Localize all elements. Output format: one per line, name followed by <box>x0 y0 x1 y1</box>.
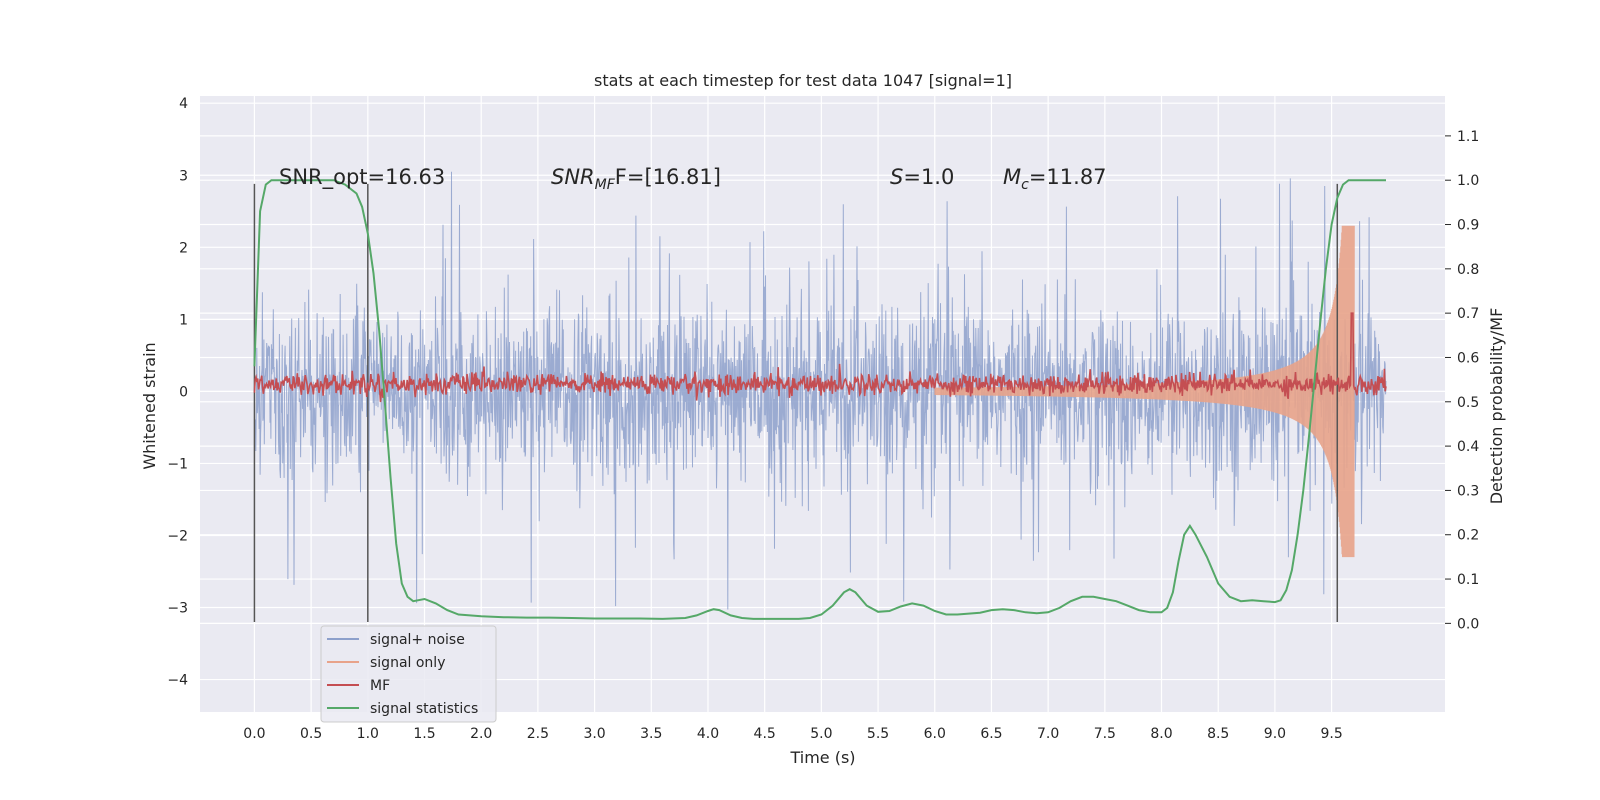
y-tick-label-2: −2 <box>167 528 188 544</box>
y-tick-label-8: 4 <box>179 96 188 112</box>
y-tick-label-0: −4 <box>167 673 188 689</box>
legend-label-signal-statistics: signal statistics <box>370 701 478 717</box>
y2-tick-label-1: 0.1 <box>1457 572 1479 588</box>
x-tick-label-1: 0.5 <box>300 726 322 742</box>
x-axis-ticks: 0.0 0.5 1.0 1.5 2.0 2.5 3.0 3.5 4.0 4.5 5.0 5.5 6.0 6… <box>243 726 1342 742</box>
x-tick-label-4: 2.0 <box>470 726 492 742</box>
x-tick-label-14: 7.0 <box>1037 726 1059 742</box>
legend-label-mf: MF <box>370 678 390 694</box>
x-tick-label-16: 8.0 <box>1150 726 1172 742</box>
x-tick-label-5: 2.5 <box>527 726 549 742</box>
y-tick-label-4: 0 <box>179 384 188 400</box>
annotation-snr-mf-prefix: SNR <box>551 165 595 189</box>
x-tick-label-8: 4.0 <box>697 726 719 742</box>
series-signal-statistics <box>253 179 1386 620</box>
y2-tick-label-0: 0.0 <box>1457 616 1479 632</box>
y-axis-ticks: −4 −3 −2 −1 0 1 2 3 4 <box>167 96 188 688</box>
y-tick-label-5: 1 <box>179 312 188 328</box>
x-tick-label-17: 8.5 <box>1207 726 1229 742</box>
y2-tick-label-4: 0.4 <box>1457 439 1479 455</box>
y2-axis-ticks: 0.0 0.1 0.2 0.3 0.4 0.5 0.6 0.7 0.8 0.9 1.0 1.1 <box>1445 129 1479 632</box>
annotation-s: S=1.0 <box>890 165 954 189</box>
x-tick-label-9: 4.5 <box>754 726 776 742</box>
x-tick-label-0: 0.0 <box>243 726 265 742</box>
x-tick-label-3: 1.5 <box>413 726 435 742</box>
x-tick-label-15: 7.5 <box>1094 726 1116 742</box>
y2-tick-label-9: 0.9 <box>1457 218 1479 234</box>
series-mf <box>253 312 1387 403</box>
x-tick-label-2: 1.0 <box>357 726 379 742</box>
y2-tick-label-11: 1.1 <box>1457 129 1479 145</box>
annotation-snr-mf-sub: MF <box>595 177 616 193</box>
x-tick-label-18: 9.0 <box>1264 726 1286 742</box>
series-signal-noise <box>253 171 1387 610</box>
y-tick-label-1: −3 <box>167 601 188 617</box>
y2-axis-label: Detection probability/MF <box>1487 308 1506 505</box>
x-axis-label: Time (s) <box>789 748 855 767</box>
x-tick-label-19: 9.5 <box>1320 726 1342 742</box>
annotation-snr-opt: SNR_opt=16.63 <box>279 165 445 190</box>
y2-tick-label-8: 0.8 <box>1457 262 1479 278</box>
y2-tick-label-2: 0.2 <box>1457 528 1479 544</box>
annotation-s-value: =1.0 <box>903 165 954 189</box>
x-tick-label-7: 3.5 <box>640 726 662 742</box>
y2-tick-label-5: 0.5 <box>1457 395 1479 411</box>
annotation-mc-value: =11.87 <box>1029 165 1107 189</box>
annotation-mc-name: M <box>1003 165 1021 189</box>
y2-tick-label-3: 0.3 <box>1457 483 1479 499</box>
legend: signal+ noise signal only MF signal stat… <box>320 625 497 723</box>
x-tick-label-11: 5.5 <box>867 726 889 742</box>
x-tick-label-13: 6.5 <box>980 726 1002 742</box>
x-tick-label-10: 5.0 <box>810 726 832 742</box>
y2-tick-label-6: 0.6 <box>1457 350 1479 366</box>
y2-tick-label-10: 1.0 <box>1457 173 1479 189</box>
annotation-snr-mf-suffix: F=[16.81] <box>615 165 721 189</box>
legend-label-signal-noise: signal+ noise <box>370 632 465 648</box>
y-axis-label: Whitened strain <box>140 342 159 469</box>
y-tick-label-7: 3 <box>179 168 188 184</box>
y-tick-label-3: −1 <box>167 456 188 472</box>
legend-label-signal-only: signal only <box>370 655 445 671</box>
vertical-markers <box>253 183 1339 622</box>
x-tick-label-6: 3.0 <box>583 726 605 742</box>
x-tick-label-12: 6.0 <box>924 726 946 742</box>
y-tick-label-6: 2 <box>179 240 188 256</box>
annotation-s-name: S <box>890 165 903 189</box>
annotation-mc-sub: c <box>1021 177 1029 193</box>
y2-tick-label-7: 0.7 <box>1457 306 1479 322</box>
annotation-mc: Mc=11.87 <box>1003 165 1107 193</box>
chart-title: stats at each timestep for test data 104… <box>594 71 1012 90</box>
legend-box <box>320 625 497 723</box>
annotation-snr-mf: SNRMFF=[16.81] <box>551 165 721 193</box>
